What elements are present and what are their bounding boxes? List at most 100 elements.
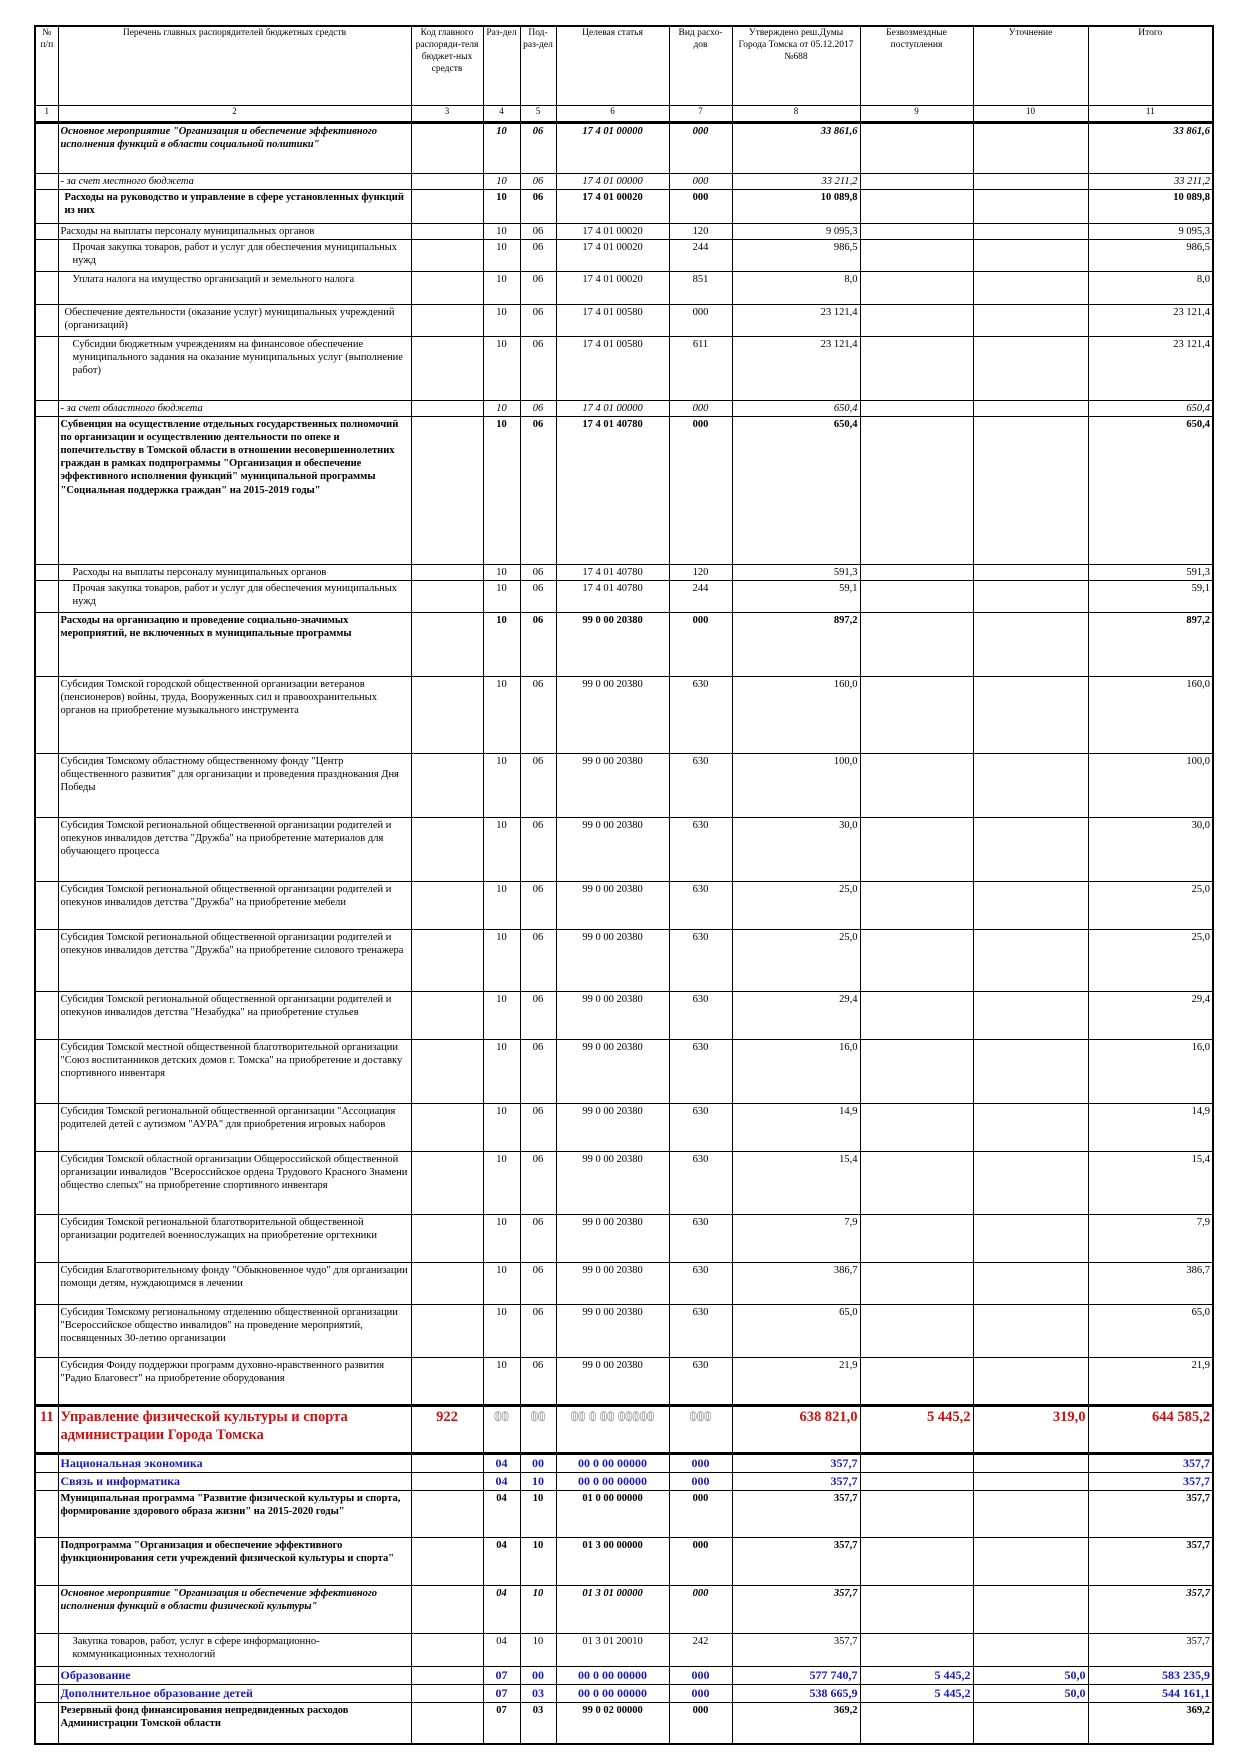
- column-number: 9: [859, 104, 974, 124]
- cell: Субсидия Томской региональной общественн…: [57, 1103, 412, 1152]
- cell: [34, 929, 59, 992]
- cell: [859, 1472, 974, 1491]
- cell: Субсидия Благотворительному фонду "Обыкн…: [57, 1262, 412, 1305]
- cell: 591,3: [731, 563, 861, 582]
- cell: 03: [519, 1684, 557, 1703]
- cell: 06: [519, 1151, 557, 1215]
- cell: 06: [519, 335, 557, 401]
- cell: [972, 335, 1089, 401]
- cell: [859, 1103, 974, 1152]
- cell: 99 0 00 20380: [555, 753, 670, 818]
- cell: 357,7: [731, 1490, 861, 1538]
- cell: 000: [668, 612, 733, 677]
- cell: 100,0: [731, 753, 861, 818]
- cell: [859, 1633, 974, 1667]
- cell: 10: [482, 1304, 521, 1358]
- cell: 10: [482, 270, 521, 305]
- cell: [972, 1702, 1089, 1744]
- cell: 357,7: [731, 1633, 861, 1667]
- cell: [972, 1490, 1089, 1538]
- cell: 369,2: [731, 1702, 861, 1744]
- cell: 650,4: [1087, 415, 1214, 565]
- cell: 04: [482, 1490, 521, 1538]
- cell: [34, 1490, 59, 1538]
- cell: 10: [482, 1262, 521, 1305]
- cell: 99 0 00 20380: [555, 1103, 670, 1152]
- cell: Основное мероприятие "Организация и обес…: [57, 121, 412, 174]
- cell: [972, 303, 1089, 337]
- cell: 21,9: [731, 1357, 861, 1406]
- table-row: Субсидия Томской региональной благотвори…: [34, 1214, 1214, 1263]
- table-row: Национальная экономика 04 00 00 0 00 00000 0…: [34, 1453, 1214, 1473]
- cell: 17 4 01 00020: [555, 222, 670, 240]
- cell: [972, 238, 1089, 272]
- cell: 10: [482, 929, 521, 992]
- cell: 00: [519, 1404, 557, 1455]
- cell: 10: [482, 399, 521, 417]
- table-row: Субсидия Томской региональной общественн…: [34, 817, 1214, 882]
- cell: [410, 881, 484, 930]
- table-row: Субсидия Томской городской общественной …: [34, 676, 1214, 754]
- cell: 06: [519, 399, 557, 417]
- cell: 17 4 01 00020: [555, 188, 670, 224]
- cell: 10: [482, 1214, 521, 1263]
- cell: [34, 1151, 59, 1215]
- cell: 04: [482, 1537, 521, 1586]
- cell: [859, 1585, 974, 1634]
- cell: 10: [519, 1472, 557, 1491]
- cell: [34, 1472, 59, 1491]
- cell: 07: [482, 1702, 521, 1744]
- cell: 386,7: [731, 1262, 861, 1305]
- cell: 9 095,3: [731, 222, 861, 240]
- cell: 10: [482, 580, 521, 613]
- cell: 10: [482, 172, 521, 190]
- cell: 10: [482, 753, 521, 818]
- cell: 160,0: [731, 676, 861, 754]
- cell: [859, 303, 974, 337]
- cell: 99 0 00 20380: [555, 929, 670, 992]
- cell: 10: [482, 415, 521, 565]
- table-row: Субсидия Томской областной организации О…: [34, 1151, 1214, 1215]
- table-row: Субсидия Томской региональной общественн…: [34, 881, 1214, 930]
- cell: [34, 1453, 59, 1473]
- table-row: Субсидия Томской местной общественной бл…: [34, 1039, 1214, 1104]
- cell: [859, 1304, 974, 1358]
- cell: 06: [519, 1214, 557, 1263]
- column-number: 6: [555, 104, 670, 124]
- cell: 10: [482, 222, 521, 240]
- cell: [34, 563, 59, 582]
- cell: 06: [519, 1103, 557, 1152]
- cell: Субсидия Томской региональной благотвори…: [57, 1214, 412, 1263]
- cell: 23 121,4: [1087, 303, 1214, 337]
- cell: 10 089,8: [1087, 188, 1214, 224]
- cell: Дополнительное образование детей: [57, 1684, 412, 1703]
- cell: [859, 399, 974, 417]
- header-cell: Утверждено реш.Думы Города Томска от 05.…: [731, 25, 861, 106]
- cell: 06: [519, 991, 557, 1040]
- header-cell: Уточнение: [972, 25, 1089, 106]
- cell: Субсидия Фонду поддержки программ духовн…: [57, 1357, 412, 1406]
- table-row: Субсидия Томской региональной общественн…: [34, 991, 1214, 1040]
- cell: [410, 1490, 484, 1538]
- cell: 33 211,2: [1087, 172, 1214, 190]
- cell: 99 0 00 20380: [555, 612, 670, 677]
- cell: [972, 676, 1089, 754]
- cell: 00 0 00 00000: [555, 1472, 670, 1491]
- cell: [972, 991, 1089, 1040]
- cell: 630: [668, 753, 733, 818]
- cell: [859, 1214, 974, 1263]
- column-number: 10: [972, 104, 1089, 124]
- cell: [34, 1262, 59, 1305]
- cell: 00 0 00 00000: [555, 1453, 670, 1473]
- cell: Прочая закупка товаров, работ и услуг дл…: [57, 580, 412, 613]
- cell: 357,7: [731, 1537, 861, 1586]
- cell: 99 0 00 20380: [555, 1039, 670, 1104]
- column-number-row: 1 2 3 4 5 6 7 8 9 10 11: [34, 104, 1214, 124]
- cell: [972, 1214, 1089, 1263]
- cell: [34, 121, 59, 174]
- cell: 611: [668, 335, 733, 401]
- budget-table: № п/п Перечень главных распорядителей бюд…: [34, 25, 1214, 1745]
- cell: [34, 817, 59, 882]
- cell: Субсидия Томской региональной общественн…: [57, 881, 412, 930]
